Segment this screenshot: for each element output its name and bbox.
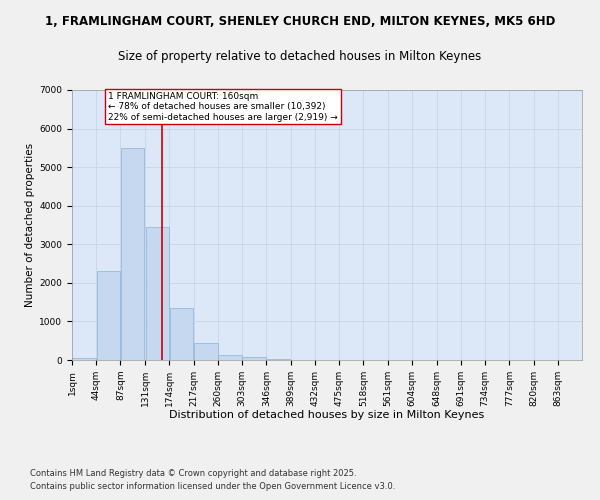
- Bar: [121, 148, 145, 360]
- Bar: [146, 227, 169, 360]
- Text: 1, FRAMLINGHAM COURT, SHENLEY CHURCH END, MILTON KEYNES, MK5 6HD: 1, FRAMLINGHAM COURT, SHENLEY CHURCH END…: [45, 15, 555, 28]
- Bar: [267, 359, 290, 360]
- Text: Size of property relative to detached houses in Milton Keynes: Size of property relative to detached ho…: [118, 50, 482, 63]
- X-axis label: Distribution of detached houses by size in Milton Keynes: Distribution of detached houses by size …: [169, 410, 485, 420]
- Bar: [242, 357, 266, 360]
- Text: 1 FRAMLINGHAM COURT: 160sqm
← 78% of detached houses are smaller (10,392)
22% of: 1 FRAMLINGHAM COURT: 160sqm ← 78% of det…: [108, 92, 338, 122]
- Text: Contains public sector information licensed under the Open Government Licence v3: Contains public sector information licen…: [30, 482, 395, 491]
- Bar: [97, 272, 120, 360]
- Bar: [170, 308, 193, 360]
- Bar: [218, 355, 242, 360]
- Y-axis label: Number of detached properties: Number of detached properties: [25, 143, 35, 307]
- Bar: [72, 358, 96, 360]
- Text: Contains HM Land Registry data © Crown copyright and database right 2025.: Contains HM Land Registry data © Crown c…: [30, 468, 356, 477]
- Bar: [194, 344, 218, 360]
